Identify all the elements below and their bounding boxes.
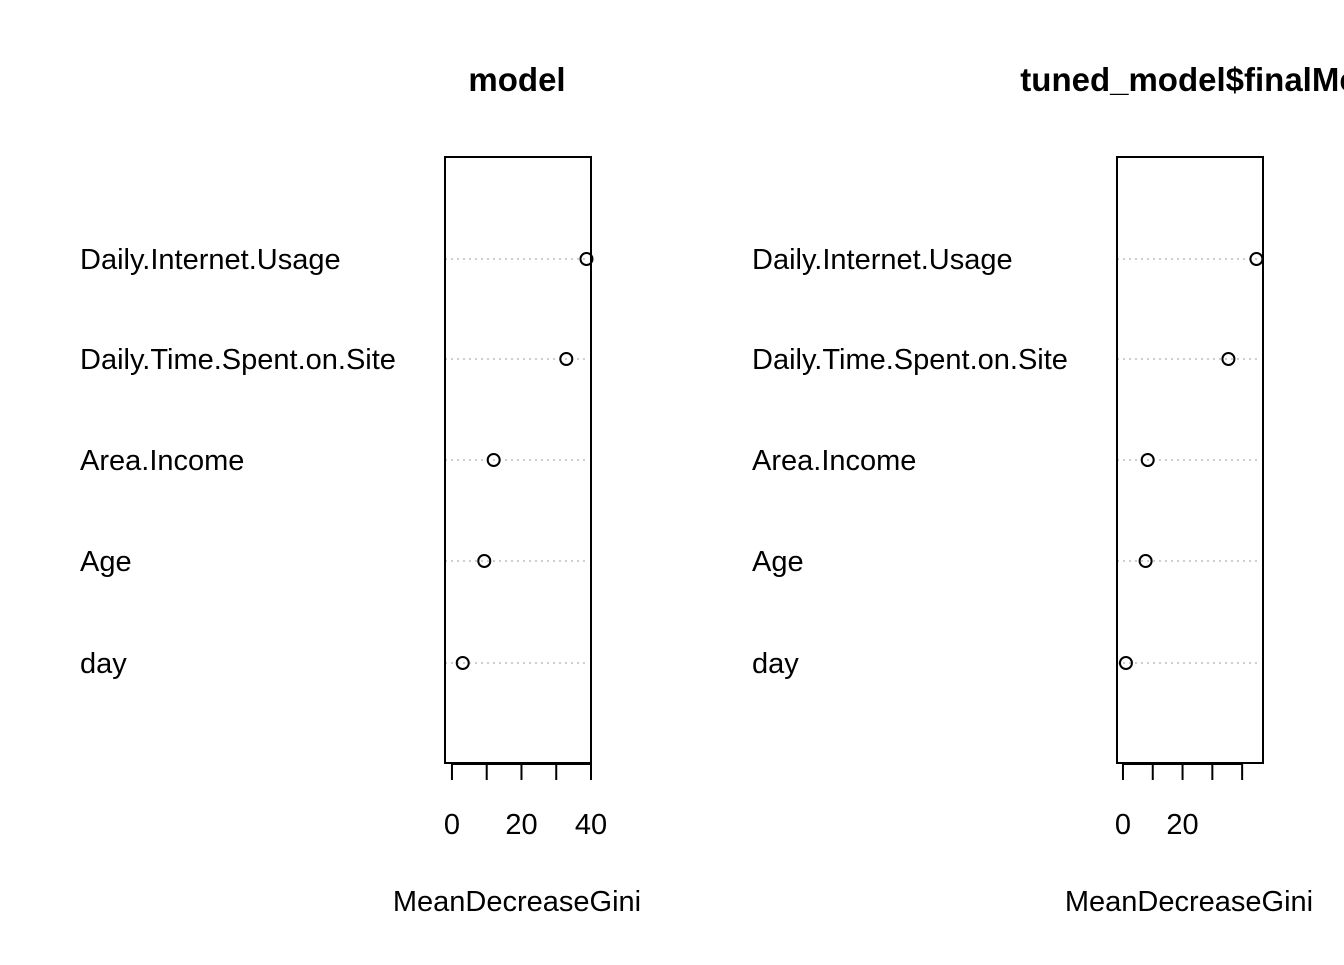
x-tick-label: 20: [1166, 809, 1198, 841]
data-point: [579, 252, 594, 266]
data-point: [559, 352, 574, 366]
category-label: Daily.Time.Spent.on.Site: [752, 344, 1068, 376]
category-label: Area.Income: [752, 445, 916, 477]
x-tick-label: 40: [575, 809, 607, 841]
x-tick-label: 20: [505, 809, 537, 841]
category-label: Area.Income: [80, 445, 244, 477]
data-point: [477, 554, 492, 568]
data-point: [455, 656, 470, 670]
data-point: [1221, 352, 1236, 366]
x-axis-label: MeanDecreaseGini: [393, 886, 641, 918]
x-axis-label: MeanDecreaseGini: [1065, 886, 1313, 918]
data-point: [1140, 453, 1155, 467]
x-tick-label: 0: [1115, 809, 1131, 841]
data-point: [486, 453, 501, 467]
data-point: [1118, 656, 1133, 670]
category-label: day: [752, 648, 799, 680]
category-label: Daily.Internet.Usage: [80, 244, 341, 276]
category-label: Age: [80, 546, 132, 578]
category-label: Daily.Internet.Usage: [752, 244, 1013, 276]
category-label: day: [80, 648, 127, 680]
panel-2-title: tuned_model$finalMc: [1020, 61, 1344, 98]
category-label: Daily.Time.Spent.on.Site: [80, 344, 396, 376]
category-label: Age: [752, 546, 804, 578]
panel-1-title: model: [468, 61, 565, 98]
data-point: [1138, 554, 1153, 568]
x-tick-label: 0: [444, 809, 460, 841]
